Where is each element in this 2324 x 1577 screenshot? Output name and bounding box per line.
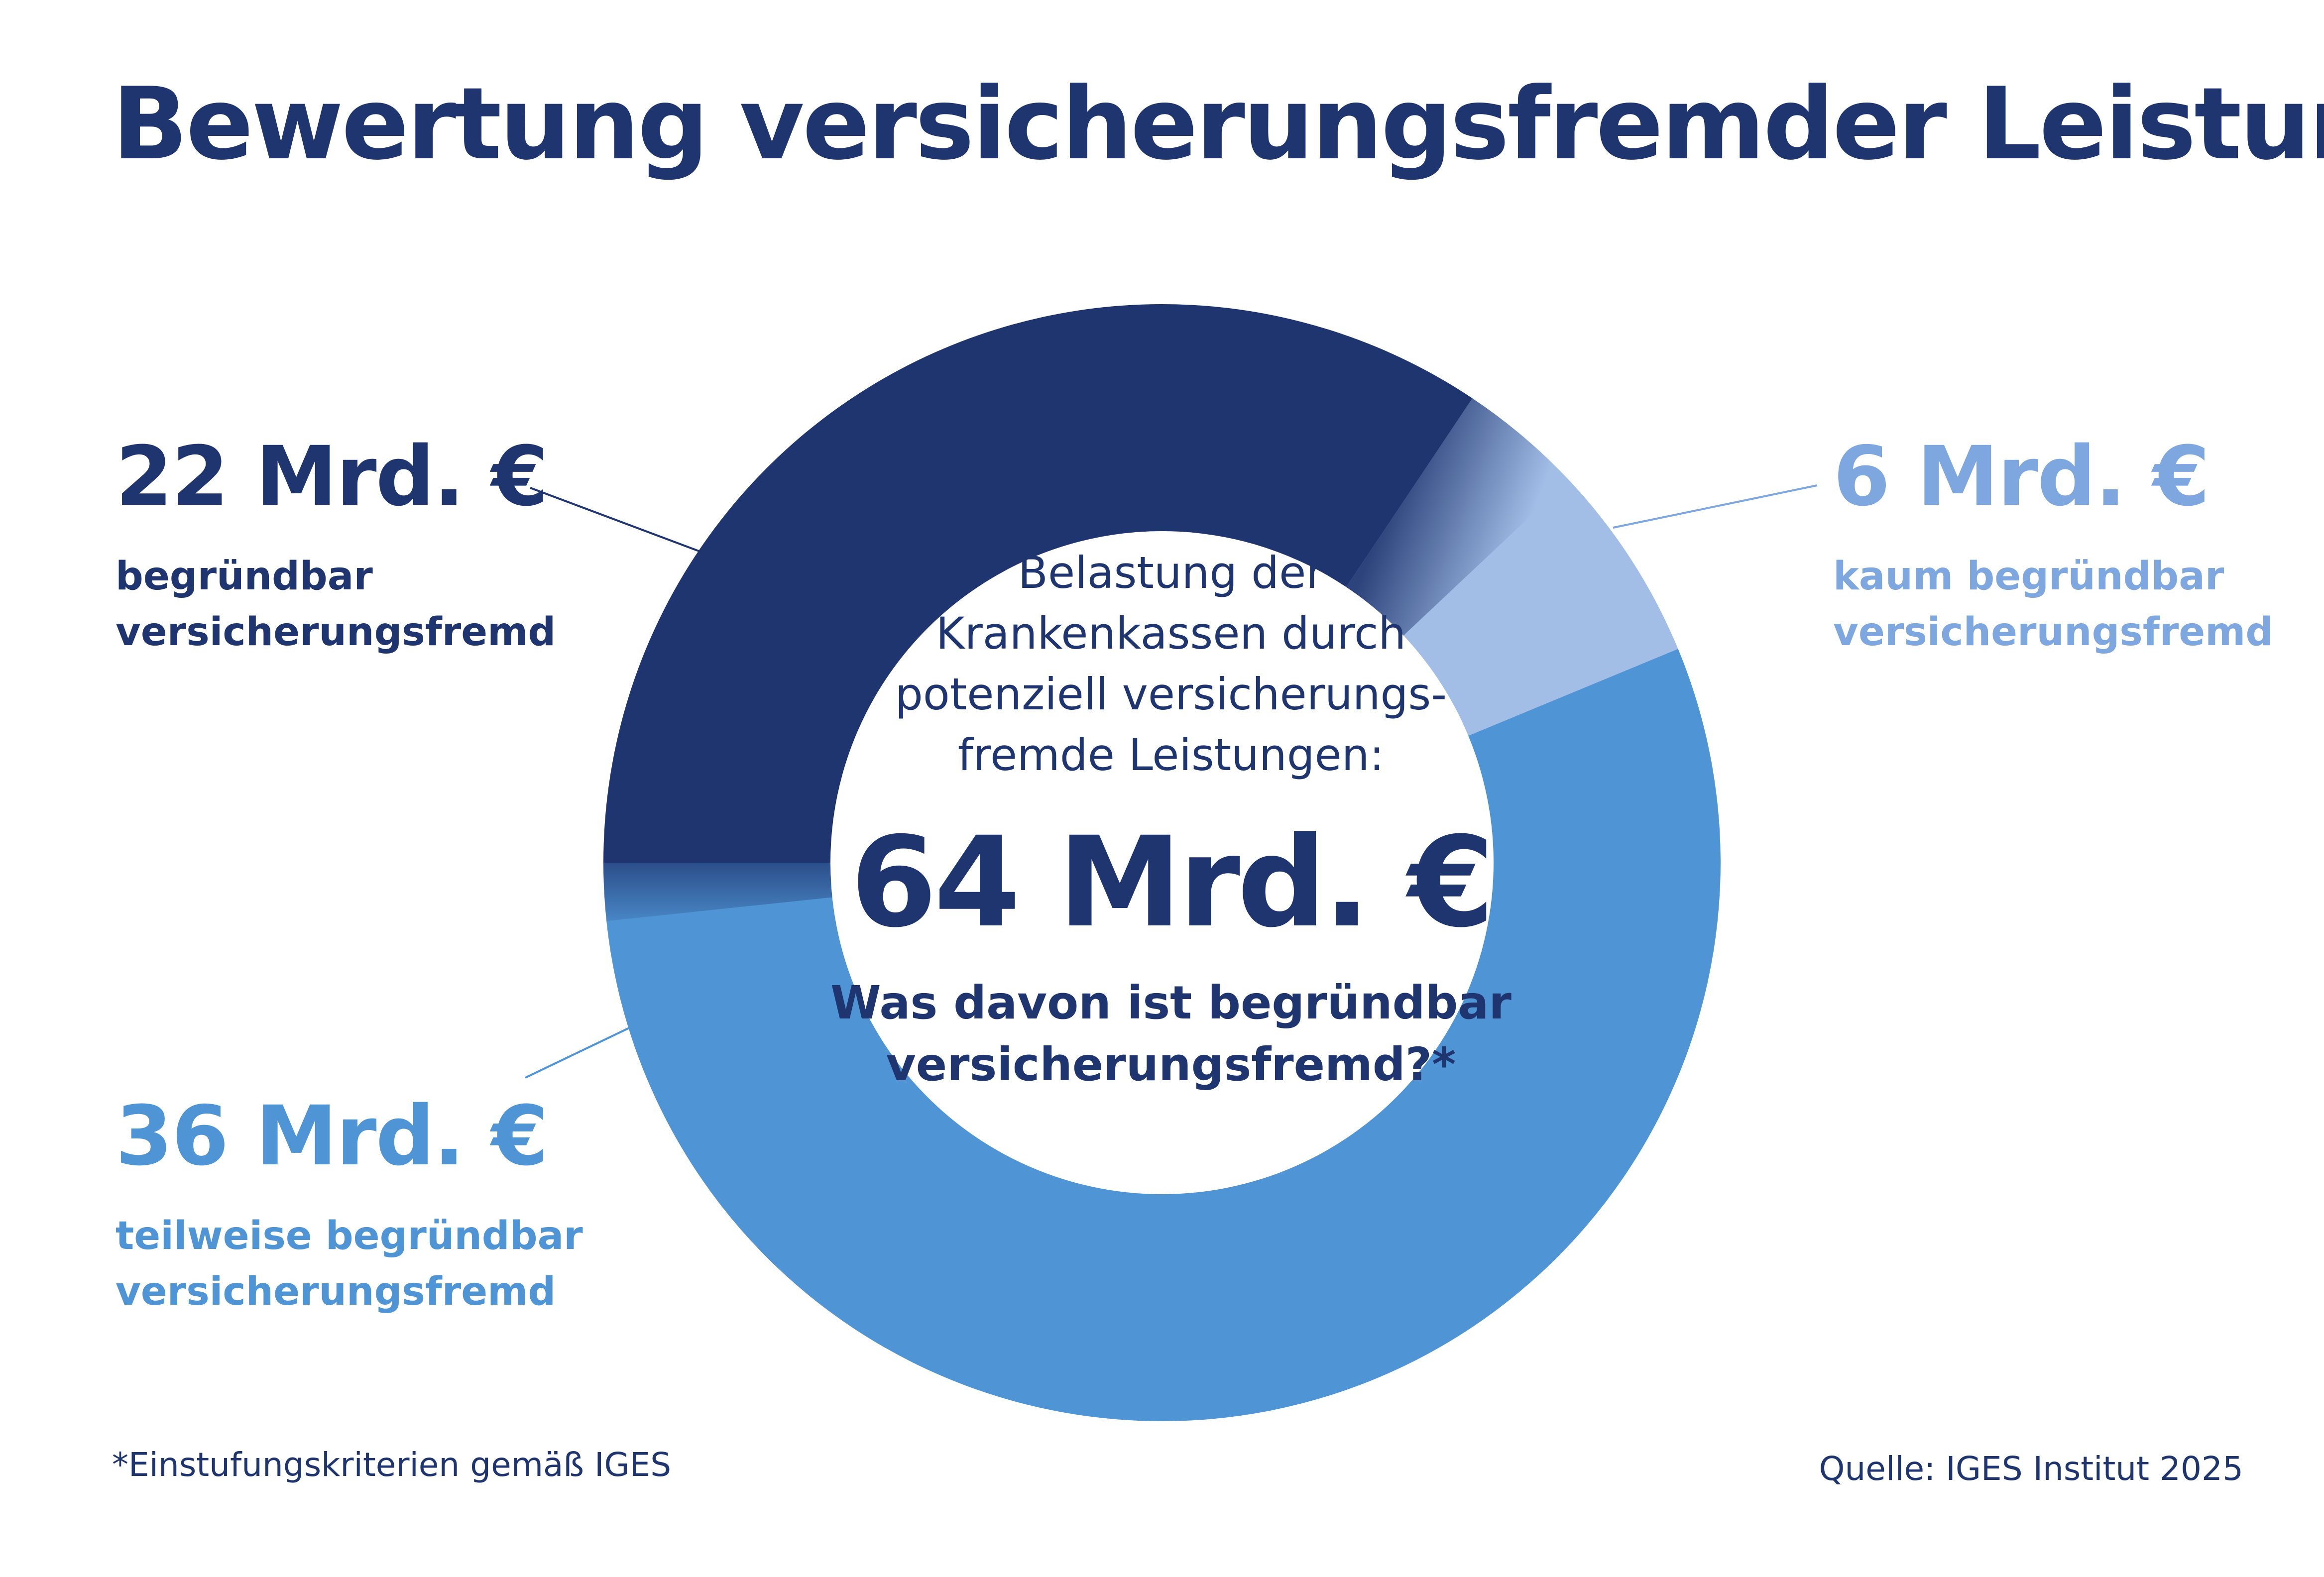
legend-label-teilweise-begruendbar: teilweise begründbar versicherungsfremd [116, 1208, 583, 1320]
leader-lines [525, 484, 1818, 1079]
donut-slice [603, 304, 1475, 863]
donut-slice [603, 649, 1721, 1421]
legend-label-line: versicherungsfremd [116, 1269, 556, 1314]
legend-value-kaum-begruendbar: 6 Mrd. € [1833, 429, 2210, 524]
leader-line [1613, 484, 1818, 529]
legend-label-line: kaum begründbar [1833, 554, 2224, 599]
legend-label-line: versicherungsfremd [1833, 610, 2274, 655]
center-total: 64 Mrd. € [850, 810, 1495, 955]
footnote: *Einstufungskriterien gemäß IGES [112, 1446, 672, 1484]
legend-label-begruendbar: begründbar versicherungsfremd [116, 549, 556, 660]
leader-line [530, 487, 710, 556]
legend-kaum-begruendbar: 6 Mrd. € kaum begründbar versicherungsfr… [1833, 436, 2273, 660]
legend-label-line: versicherungsfremd [116, 610, 556, 655]
slice-shading-top-right [1346, 398, 1569, 636]
legend-value-teilweise-begruendbar: 36 Mrd. € [116, 1088, 549, 1184]
slice-shading-bottom-left [603, 861, 832, 921]
donut-center: Belastung der Krankenkassen durch potenz… [768, 543, 1574, 1096]
leader-line [525, 1019, 645, 1079]
center-question: Was davon ist begründbar versicherungsfr… [830, 976, 1511, 1091]
legend-begruendbar: 22 Mrd. € begründbar versicherungsfremd [116, 436, 556, 660]
page-title: Bewertung versicherungsfremder Leistunge… [112, 66, 2324, 182]
legend-teilweise-begruendbar: 36 Mrd. € teilweise begründbar versicher… [116, 1095, 583, 1320]
legend-label-line: teilweise begründbar [116, 1214, 583, 1258]
source-note: Quelle: IGES Institut 2025 [1819, 1450, 2244, 1488]
legend-label-line: begründbar [116, 554, 373, 599]
legend-label-kaum-begruendbar: kaum begründbar versicherungsfremd [1833, 549, 2273, 660]
legend-value-begruendbar: 22 Mrd. € [116, 429, 549, 524]
center-description: Belastung der Krankenkassen durch potenz… [895, 547, 1447, 781]
